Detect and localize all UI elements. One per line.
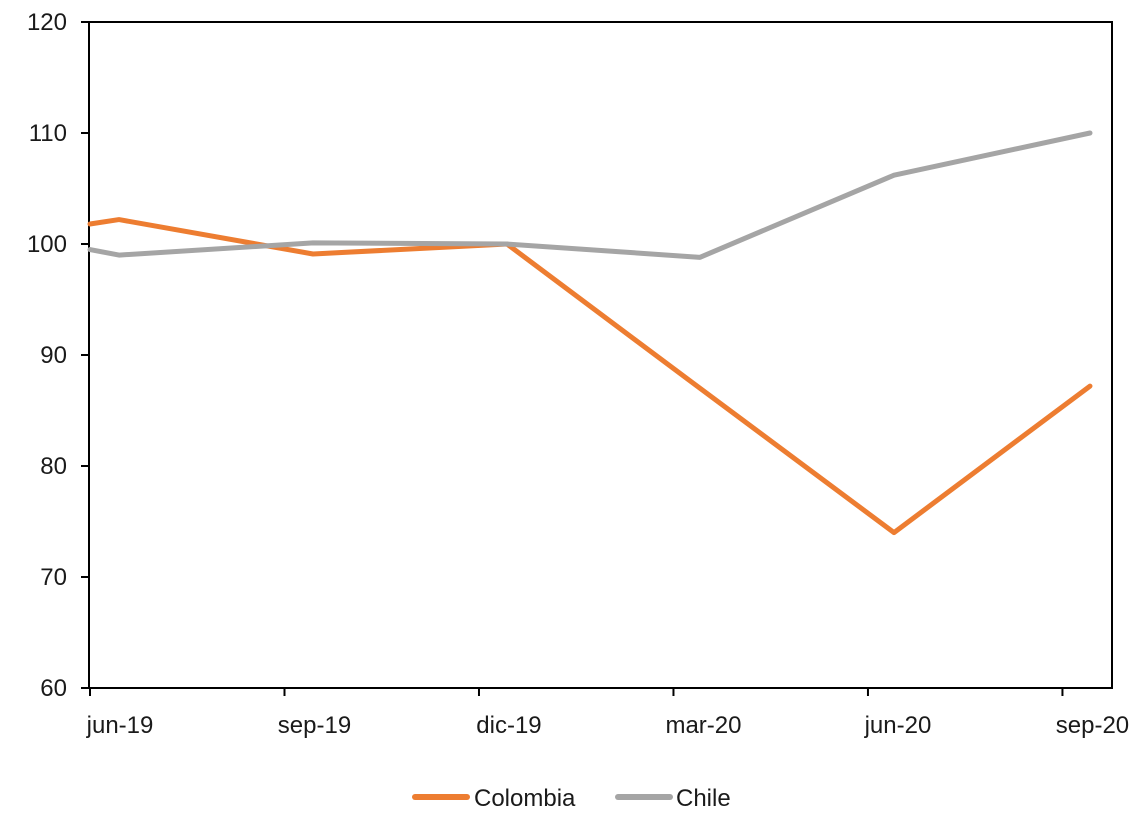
series-line-colombia bbox=[87, 217, 1093, 536]
plot-area bbox=[88, 21, 1113, 689]
y-tick-label: 110 bbox=[29, 120, 67, 147]
y-tick-label: 60 bbox=[40, 675, 67, 702]
y-tick-label: 120 bbox=[27, 9, 67, 36]
legend-label-colombia: Colombia bbox=[474, 785, 576, 812]
x-tick-label: jun-20 bbox=[864, 712, 932, 739]
x-tick-label: sep-19 bbox=[278, 712, 351, 739]
x-tick-label: dic-19 bbox=[476, 712, 541, 739]
y-tick-label: 100 bbox=[27, 231, 67, 258]
legend-label-chile: Chile bbox=[676, 785, 731, 812]
y-tick-label: 80 bbox=[40, 453, 67, 480]
y-tick-label: 90 bbox=[40, 342, 67, 369]
series-line-chile bbox=[87, 130, 1093, 260]
plot-border bbox=[88, 21, 1113, 689]
axes: 60 70 80 90 100 110 120 jun-19 sep-19 dic-19 mar-2… bbox=[27, 9, 1129, 739]
legend: Colombia Chile bbox=[412, 785, 731, 812]
series-layer bbox=[87, 130, 1093, 536]
x-tick-label: sep-20 bbox=[1056, 712, 1129, 739]
x-tick-label: mar-20 bbox=[665, 712, 741, 739]
x-tick-label: jun-19 bbox=[86, 712, 154, 739]
y-tick-label: 70 bbox=[40, 564, 67, 591]
